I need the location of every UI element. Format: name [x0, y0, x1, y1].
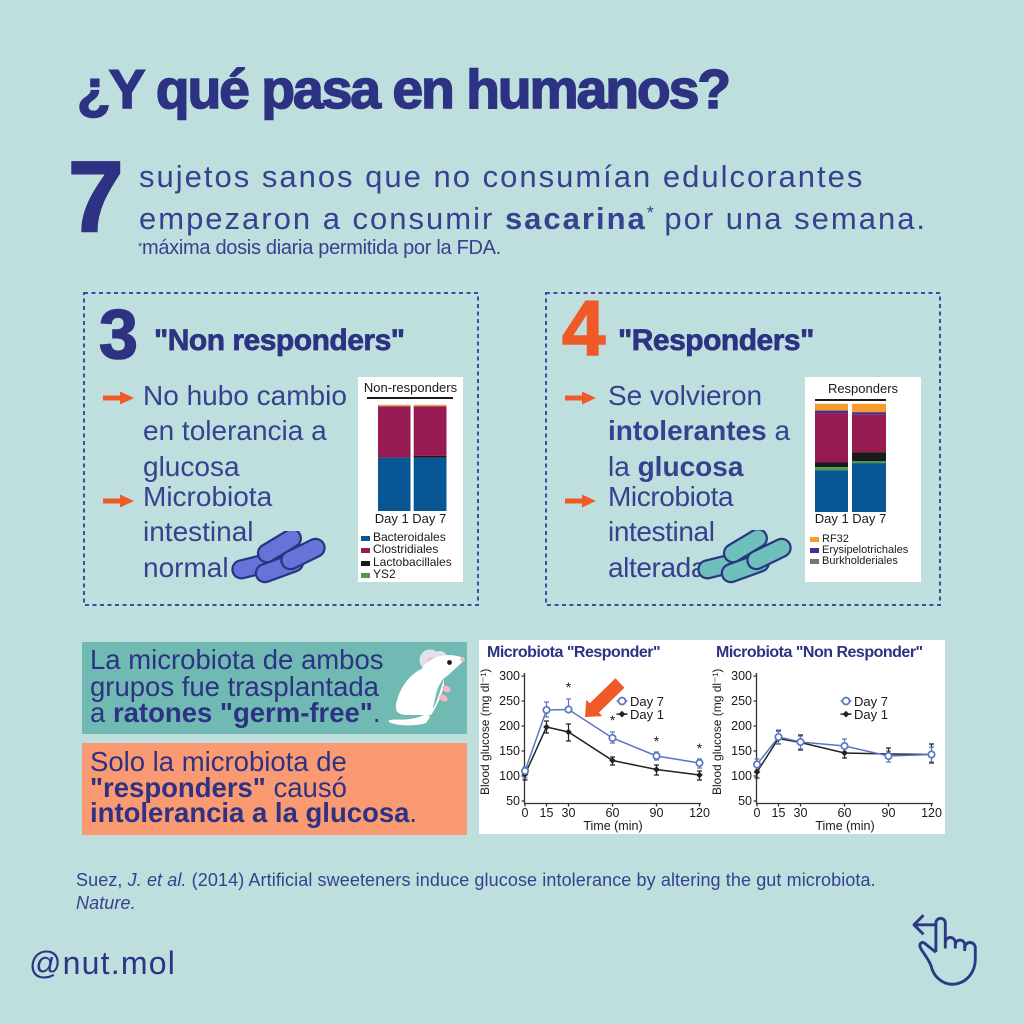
svg-text:120: 120 [689, 806, 710, 820]
svg-text:90: 90 [650, 806, 664, 820]
svg-text:0: 0 [754, 806, 761, 820]
svg-text:100: 100 [499, 769, 520, 783]
svg-text:300: 300 [499, 669, 520, 683]
svg-text:100: 100 [731, 769, 752, 783]
svg-text:50: 50 [738, 794, 752, 808]
svg-text:*: * [610, 712, 616, 728]
svg-text:200: 200 [499, 719, 520, 733]
svg-text:200: 200 [731, 719, 752, 733]
svg-text:Day 1: Day 1 [630, 707, 664, 722]
svg-text:0: 0 [522, 806, 529, 820]
svg-text:Day 7: Day 7 [854, 694, 888, 709]
svg-text:60: 60 [838, 806, 852, 820]
svg-text:250: 250 [731, 694, 752, 708]
svg-text:15: 15 [540, 806, 554, 820]
svg-text:Time (min): Time (min) [815, 819, 874, 833]
svg-text:Blood glucose (mg dl⁻¹): Blood glucose (mg dl⁻¹) [479, 669, 492, 795]
svg-text:Time (min): Time (min) [583, 819, 642, 833]
svg-text:90: 90 [882, 806, 896, 820]
svg-text:300: 300 [731, 669, 752, 683]
svg-text:Day 1: Day 1 [854, 707, 888, 722]
svg-text:250: 250 [499, 694, 520, 708]
svg-text:*: * [654, 733, 660, 749]
svg-text:50: 50 [506, 794, 520, 808]
svg-text:*: * [566, 679, 572, 695]
svg-text:150: 150 [731, 744, 752, 758]
svg-text:Blood glucose (mg dl⁻¹): Blood glucose (mg dl⁻¹) [710, 669, 724, 795]
svg-text:30: 30 [794, 806, 808, 820]
svg-text:*: * [697, 740, 703, 756]
svg-text:60: 60 [606, 806, 620, 820]
svg-text:Day 7: Day 7 [630, 694, 664, 709]
svg-text:150: 150 [499, 744, 520, 758]
svg-text:15: 15 [772, 806, 786, 820]
svg-text:120: 120 [921, 806, 942, 820]
svg-text:30: 30 [562, 806, 576, 820]
